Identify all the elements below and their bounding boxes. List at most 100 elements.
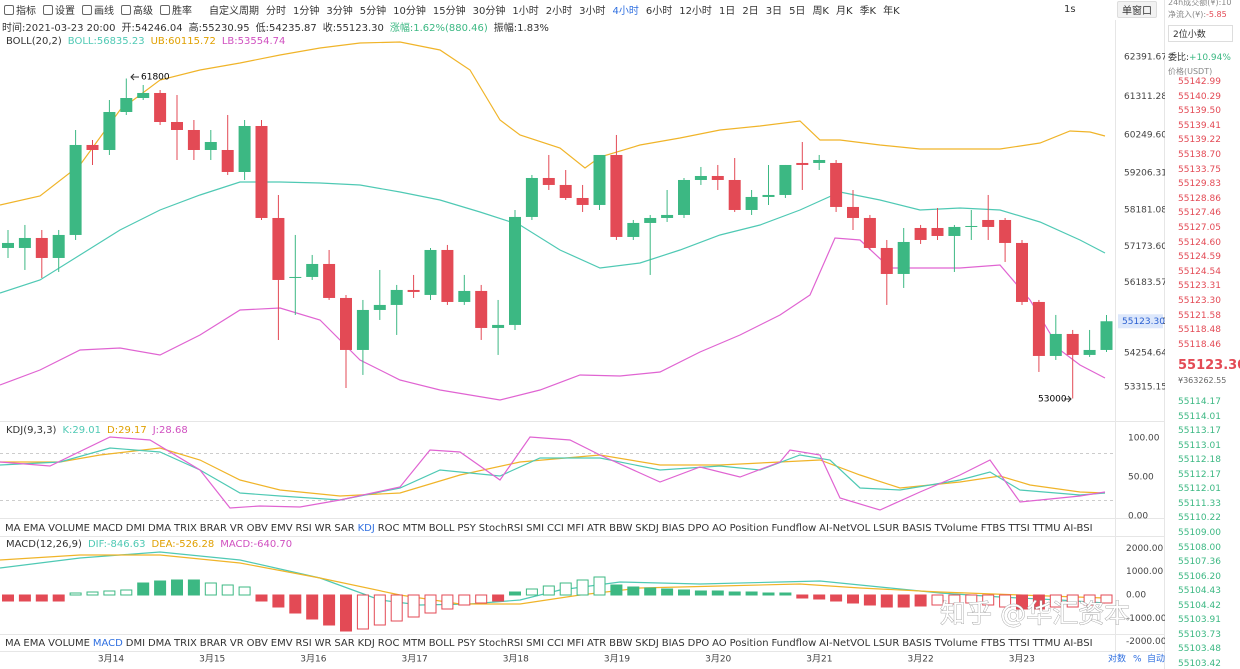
tool-button[interactable]: 设置 [43, 2, 75, 17]
tool-button[interactable]: 指标 [4, 2, 36, 17]
indicator-tab[interactable]: AO [712, 637, 727, 649]
indicator-tab[interactable]: Position [729, 522, 769, 534]
indicator-tab[interactable]: WR [314, 637, 332, 649]
indicator-tab[interactable]: Position [729, 637, 769, 649]
tool-button[interactable]: 胜率 [160, 2, 192, 17]
indicator-tab[interactable]: MACD [92, 637, 123, 649]
indicator-tab[interactable]: Fundflow [771, 637, 817, 649]
indicator-tab[interactable]: KDJ [357, 522, 375, 534]
period-button[interactable]: 年K [883, 5, 900, 17]
indicator-tab[interactable]: AI-NetVOL [819, 522, 871, 534]
period-button[interactable]: 季K [859, 5, 877, 17]
speed[interactable]: 1s [1064, 3, 1076, 15]
indicator-tab[interactable]: AO [712, 522, 727, 534]
period-select[interactable]: 自定义周期 [209, 5, 259, 17]
period-button[interactable]: 1小时 [512, 5, 539, 17]
indicator-tab[interactable]: TVolume [934, 522, 978, 534]
indicator-tab[interactable]: RSI [295, 522, 312, 534]
indicator-tab[interactable]: MACD [92, 522, 123, 534]
indicator-tab[interactable]: VR [229, 637, 244, 649]
indicator-tab[interactable]: MTM [402, 522, 426, 534]
indicator-tab[interactable]: OBV [246, 637, 268, 649]
indicator-tab[interactable]: SKDJ [635, 522, 659, 534]
indicator-tab[interactable]: EMA [23, 522, 46, 534]
indicator-tab[interactable]: EMV [270, 637, 293, 649]
indicator-tab[interactable]: MA [5, 522, 21, 534]
tool-button[interactable]: 画线 [82, 2, 114, 17]
period-button[interactable]: 1分钟 [293, 5, 320, 17]
period-button[interactable]: 月K [836, 5, 853, 17]
indicator-tab[interactable]: ROC [377, 637, 400, 649]
indicator-tab[interactable]: MFI [566, 522, 585, 534]
indicator-tab[interactable]: TTSI [1008, 522, 1030, 534]
indicator-tab[interactable]: BIAS [661, 637, 685, 649]
indicator-tab[interactable]: TTSI [1008, 637, 1030, 649]
indicator-tab[interactable]: BASIS [902, 637, 932, 649]
indicator-tab[interactable]: LSUR [873, 637, 900, 649]
indicator-tab[interactable]: FTBS [980, 637, 1006, 649]
period-button[interactable]: 3小时 [579, 5, 606, 17]
indicator-tab[interactable]: VOLUME [48, 637, 90, 649]
indicator-tab[interactable]: RSI [295, 637, 312, 649]
indicator-tab[interactable]: BOLL [428, 637, 455, 649]
indicator-tab[interactable]: CCI [546, 522, 564, 534]
period-button[interactable]: 15分钟 [432, 5, 466, 17]
indicator-tab[interactable]: AI-NetVOL [819, 637, 871, 649]
period-button[interactable]: 3日 [765, 5, 783, 17]
indicator-tab[interactable]: BRAR [199, 637, 227, 649]
indicator-tab[interactable]: FTBS [980, 522, 1006, 534]
indicator-tab[interactable]: BRAR [199, 522, 227, 534]
indicator-tab[interactable]: BBW [609, 637, 633, 649]
indicator-tab[interactable]: SAR [334, 637, 355, 649]
indicator-tab[interactable]: CCI [546, 637, 564, 649]
indicator-tab[interactable]: ATR [587, 637, 607, 649]
indicator-tab[interactable]: DMA [147, 637, 172, 649]
indicator-tab[interactable]: MFI [566, 637, 585, 649]
indicator-tab[interactable]: MA [5, 637, 21, 649]
indicator-tab[interactable]: AI-BSI [1063, 522, 1093, 534]
indicator-tab[interactable]: EMV [270, 522, 293, 534]
indicator-tab[interactable]: LSUR [873, 522, 900, 534]
indicator-tab[interactable]: StochRSI [478, 522, 524, 534]
indicator-tab[interactable]: TRIX [174, 637, 197, 649]
indicator-tab[interactable]: TTMU [1032, 637, 1061, 649]
indicator-tab[interactable]: PSY [457, 522, 476, 534]
period-button[interactable]: 2小时 [545, 5, 573, 17]
indicator-tab[interactable]: WR [314, 522, 332, 534]
indicator-tab[interactable]: BOLL [428, 522, 455, 534]
indicator-tab[interactable]: BIAS [661, 522, 685, 534]
period-button[interactable]: 周K [812, 5, 829, 17]
indicator-tab[interactable]: DPO [687, 637, 710, 649]
indicator-tab[interactable]: ATR [587, 522, 607, 534]
indicator-tab[interactable]: DPO [687, 522, 710, 534]
period-button[interactable]: 1日 [718, 5, 736, 17]
indicator-tab[interactable]: DMI [125, 522, 146, 534]
period-button[interactable]: 2日 [742, 5, 759, 17]
indicator-tab[interactable]: VR [229, 522, 244, 534]
indicator-tab[interactable]: PSY [457, 637, 476, 649]
indicator-tab[interactable]: BBW [609, 522, 633, 534]
indicator-tab[interactable]: TTMU [1032, 522, 1061, 534]
indicator-tab[interactable]: KDJ [357, 637, 375, 649]
indicator-tab[interactable]: AI-BSI [1063, 637, 1093, 649]
indicator-tab[interactable]: DMA [147, 522, 172, 534]
indicator-tab[interactable]: SAR [334, 522, 355, 534]
indicator-tab[interactable]: VOLUME [48, 522, 90, 534]
indicator-tab[interactable]: EMA [23, 637, 46, 649]
period-button[interactable]: 5日 [789, 5, 806, 17]
period-button[interactable]: 6小时 [645, 5, 673, 17]
period-button[interactable]: 30分钟 [472, 5, 506, 17]
indicator-tab[interactable]: DMI [125, 637, 146, 649]
indicator-tab[interactable]: TRIX [174, 522, 197, 534]
decimals-select[interactable]: 2位小数 [1168, 25, 1233, 42]
period-button[interactable]: 10分钟 [393, 5, 426, 17]
indicator-tab[interactable]: TVolume [934, 637, 978, 649]
indicator-tab[interactable]: StochRSI [478, 637, 524, 649]
indicator-tab[interactable]: OBV [246, 522, 268, 534]
indicator-tab[interactable]: ROC [377, 522, 400, 534]
period-button[interactable]: 3分钟 [326, 5, 353, 17]
period-button[interactable]: 4小时 [612, 5, 639, 17]
window-select[interactable]: 单窗口 [1117, 0, 1157, 18]
period-button[interactable]: 分时 [266, 5, 286, 17]
indicator-tab[interactable]: MTM [402, 637, 426, 649]
